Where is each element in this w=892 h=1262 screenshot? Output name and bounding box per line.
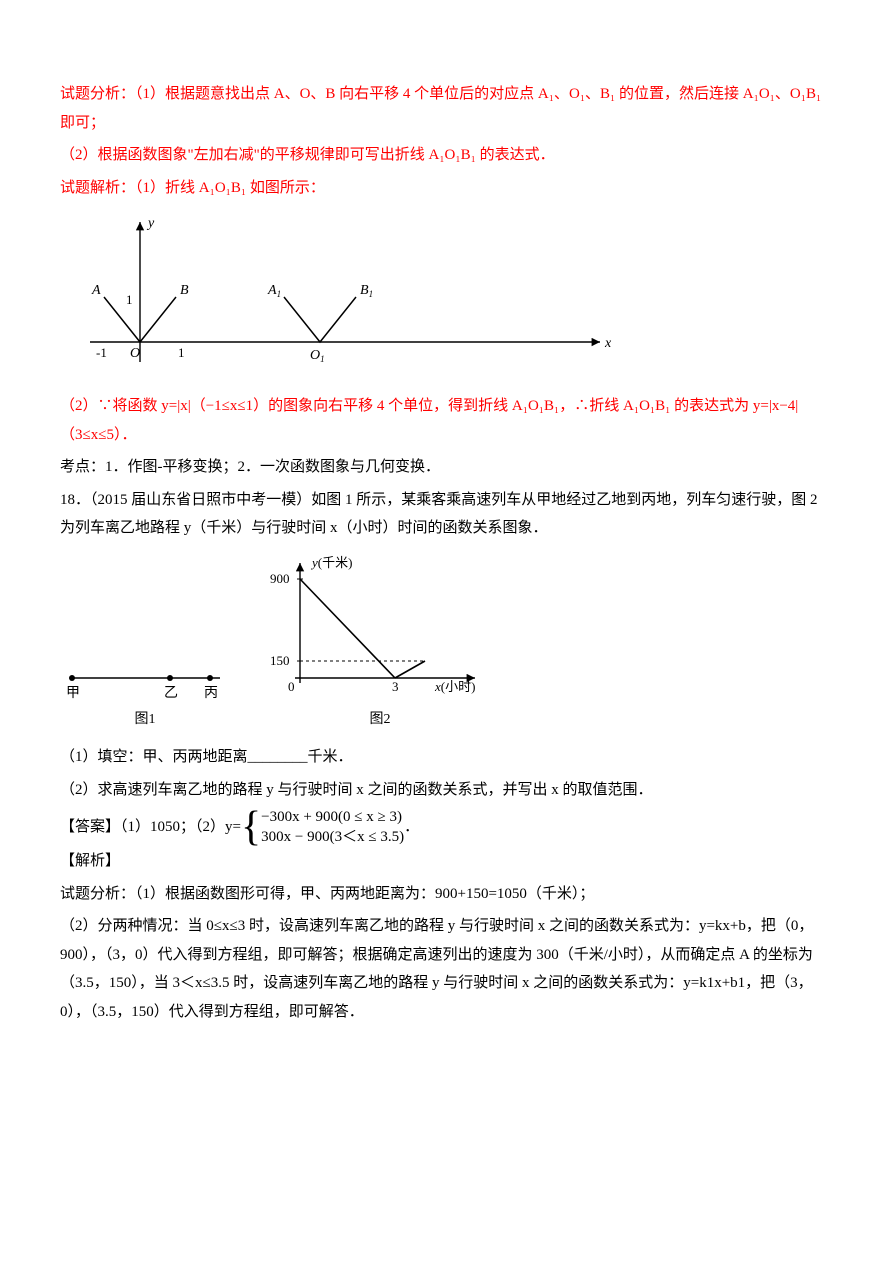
exam-points: 考点：1．作图-平移变换；2．一次函数图象与几何变换．: [60, 453, 832, 482]
jiexi-1: 试题分析：（1）根据函数图形可得，甲、丙两地距离为：900+150=1050（千…: [60, 880, 832, 909]
answer-prefix: 【答案】（1）1050；（2）y=: [60, 813, 241, 842]
graph-translation: x y -1 O 1 1 A B A1 B1 O1: [60, 212, 832, 382]
jiexi-2: （2）分两种情况：当 0≤x≤3 时，设高速列车离乙地的路程 y 与行驶时间 x…: [60, 912, 832, 1026]
figures-row: 甲 乙 丙 图1 900 150 0 3: [60, 553, 832, 734]
analysis-2: （2）根据函数图象"左加右减"的平移规律即可写出折线 A₁O₁B₁ 的表达式．: [60, 141, 832, 170]
fig2-label: 图2: [260, 707, 500, 734]
svg-text:甲: 甲: [66, 686, 80, 701]
fig1-label: 图1: [60, 707, 230, 734]
piecewise-2: 300x − 900(3＜x ≤ 3.5): [261, 828, 404, 848]
svg-text:3: 3: [392, 679, 399, 694]
q18-blank: （1）填空：甲、丙两地距离________千米．: [60, 743, 832, 772]
svg-text:x(小时): x(小时): [434, 679, 475, 694]
q18-sub2: （2）求高速列车离乙地的路程 y 与行驶时间 x 之间的函数关系式，并写出 x …: [60, 776, 832, 805]
solution-1: 试题解析：（1）折线 A₁O₁B₁ 如图所示：: [60, 174, 832, 203]
analysis-1: 试题分析：（1）根据题意找出点 A、O、B 向右平移 4 个单位后的对应点 A₁…: [60, 80, 832, 137]
figure-2: 900 150 0 3 y(千米) x(小时) 图2: [260, 553, 500, 734]
svg-text:B: B: [180, 283, 189, 298]
svg-text:A1: A1: [267, 283, 281, 299]
figure-1: 甲 乙 丙 图1: [60, 663, 230, 734]
svg-text:乙: 乙: [164, 685, 178, 701]
svg-text:-1: -1: [96, 345, 107, 360]
svg-text:y: y: [146, 216, 155, 231]
answer-suffix: ．: [404, 813, 419, 842]
svg-text:150: 150: [270, 653, 290, 668]
svg-text:丙: 丙: [204, 686, 218, 701]
answer-line: 【答案】（1）1050；（2）y= { −300x + 900(0 ≤ x ≥ …: [60, 808, 832, 847]
svg-text:1: 1: [126, 292, 133, 307]
brace-icon: {: [241, 809, 261, 847]
svg-text:O1: O1: [310, 348, 325, 364]
svg-text:A: A: [91, 283, 101, 298]
q18-text: 18．（2015 届山东省日照市中考一模）如图 1 所示，某乘客乘高速列车从甲地…: [60, 486, 832, 543]
svg-text:900: 900: [270, 571, 290, 586]
jiexi-title: 【解析】: [60, 847, 832, 876]
solution-2: （2）∵将函数 y=|x|（−1≤x≤1）的图象向右平移 4 个单位，得到折线 …: [60, 392, 832, 449]
svg-text:1: 1: [178, 345, 185, 360]
svg-text:x: x: [604, 336, 612, 351]
svg-text:B1: B1: [360, 283, 373, 299]
piecewise-1: −300x + 900(0 ≤ x ≥ 3): [261, 808, 404, 828]
svg-text:O: O: [130, 346, 140, 361]
svg-text:y(千米): y(千米): [310, 555, 352, 570]
svg-text:0: 0: [288, 679, 295, 694]
